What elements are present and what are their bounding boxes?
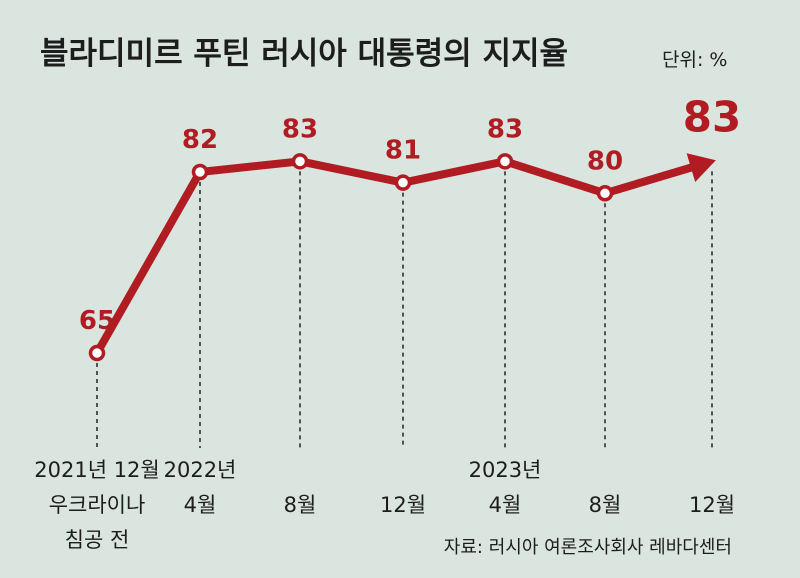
data-point-5 [596, 185, 614, 202]
guide-lines [96, 171, 713, 448]
value-label-5: 80 [587, 146, 623, 176]
data-point-3 [394, 174, 412, 191]
x-tick-label-1-0: 2022년 [164, 458, 237, 482]
x-tick-label-3-0: 12월 [380, 493, 426, 517]
x-tick-label-1-1: 4월 [184, 493, 217, 517]
x-tick-label-2-0: 8월 [284, 493, 317, 517]
data-point-1 [191, 163, 209, 181]
unit-label: 단위: % [662, 49, 727, 71]
x-tick-label-6-0: 12월 [689, 493, 735, 517]
data-point-2 [291, 153, 309, 170]
value-labels: 65 82 83 81 83 80 83 [79, 92, 741, 336]
data-point-4 [496, 153, 514, 170]
value-label-2: 83 [282, 114, 318, 144]
x-tick-label-0-2: 침공 전 [65, 528, 130, 552]
value-label-0: 65 [79, 306, 115, 336]
value-label-6: 83 [683, 92, 741, 141]
x-tick-label-5-0: 8월 [589, 493, 622, 517]
x-tick-label-0-1: 우크라이나 [49, 493, 146, 517]
series-arrowhead [686, 153, 716, 183]
value-label-4: 83 [487, 114, 523, 144]
x-tick-label-0-0: 2021년 12월 [34, 458, 159, 482]
x-tick-label-4-0: 2023년 [469, 458, 542, 482]
value-label-1: 82 [182, 125, 218, 155]
data-points [88, 153, 614, 362]
chart-title: 블라디미르 푸틴 러시아 대통령의 지지율 [40, 36, 568, 72]
data-point-0 [88, 344, 106, 362]
value-label-3: 81 [385, 136, 421, 166]
source-note: 자료: 러시아 여론조사회사 레바다센터 [444, 537, 732, 558]
x-tick-label-4-1: 4월 [489, 493, 522, 517]
